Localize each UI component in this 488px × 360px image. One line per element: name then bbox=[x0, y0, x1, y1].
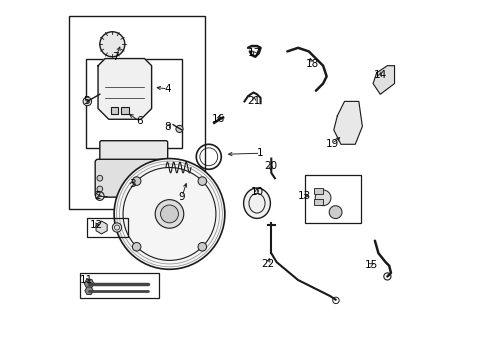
Circle shape bbox=[160, 205, 178, 223]
Text: 9: 9 bbox=[178, 192, 185, 202]
Circle shape bbox=[132, 177, 141, 185]
Text: 21: 21 bbox=[247, 96, 260, 107]
Text: 22: 22 bbox=[261, 259, 274, 269]
Text: 19: 19 bbox=[325, 139, 338, 149]
Bar bbox=[313, 199, 323, 205]
FancyBboxPatch shape bbox=[95, 159, 172, 197]
Bar bbox=[69, 16, 205, 208]
Text: 6: 6 bbox=[136, 116, 142, 126]
FancyBboxPatch shape bbox=[100, 141, 167, 187]
Circle shape bbox=[315, 190, 330, 206]
Text: 10: 10 bbox=[250, 187, 263, 197]
Circle shape bbox=[328, 206, 341, 219]
Bar bbox=[87, 217, 128, 237]
Circle shape bbox=[83, 97, 91, 106]
Bar bbox=[305, 175, 360, 223]
Circle shape bbox=[176, 125, 183, 132]
Polygon shape bbox=[333, 102, 362, 144]
Text: 18: 18 bbox=[305, 59, 318, 69]
Circle shape bbox=[155, 200, 183, 228]
Circle shape bbox=[95, 192, 104, 201]
Polygon shape bbox=[372, 66, 394, 94]
Text: 11: 11 bbox=[80, 275, 93, 285]
Text: 1: 1 bbox=[257, 148, 264, 158]
Circle shape bbox=[132, 243, 141, 251]
Bar bbox=[121, 108, 129, 114]
Bar bbox=[110, 108, 118, 114]
Ellipse shape bbox=[243, 188, 270, 219]
Circle shape bbox=[198, 243, 206, 251]
Text: 4: 4 bbox=[164, 84, 171, 94]
Text: 12: 12 bbox=[89, 220, 102, 230]
Text: 3: 3 bbox=[128, 179, 135, 189]
Bar bbox=[80, 273, 159, 298]
Bar bbox=[313, 188, 323, 194]
Circle shape bbox=[100, 32, 124, 57]
Circle shape bbox=[198, 177, 206, 185]
Text: 7: 7 bbox=[112, 52, 119, 62]
Text: 2: 2 bbox=[95, 191, 101, 201]
Text: 16: 16 bbox=[212, 113, 225, 123]
Text: 14: 14 bbox=[373, 69, 386, 80]
Text: 5: 5 bbox=[83, 96, 90, 107]
Circle shape bbox=[112, 223, 122, 232]
Bar bbox=[85, 59, 182, 148]
Text: 15: 15 bbox=[364, 260, 377, 270]
Text: 20: 20 bbox=[264, 161, 277, 171]
Circle shape bbox=[97, 175, 102, 181]
Circle shape bbox=[164, 186, 170, 192]
Polygon shape bbox=[98, 59, 151, 119]
Text: 13: 13 bbox=[297, 191, 310, 201]
Circle shape bbox=[114, 158, 224, 269]
Text: 17: 17 bbox=[247, 48, 261, 58]
Circle shape bbox=[97, 186, 102, 192]
Text: 8: 8 bbox=[164, 122, 171, 132]
Circle shape bbox=[164, 175, 170, 181]
